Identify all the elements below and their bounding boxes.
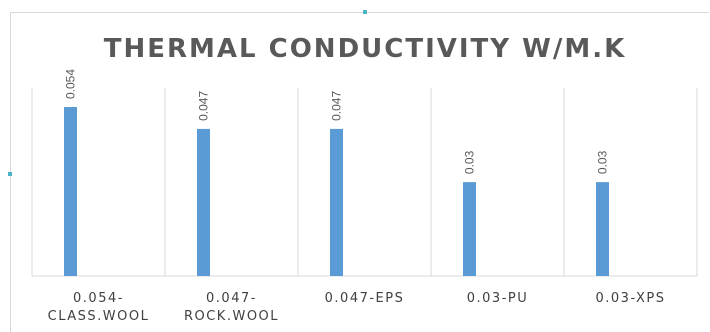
data-label: 0.03 [596,150,610,174]
data-label: 0.047 [330,91,344,121]
category-labels: 0.054- CLASS.WOOL 0.047- ROCK.WOOL 0.047-EPS… [48,291,666,324]
grid [31,88,698,277]
bar [197,128,210,276]
bar [596,182,609,276]
data-label: 0.054 [64,69,78,99]
bar [64,107,77,276]
category-label: CLASS.WOOL [48,309,150,324]
category-label: 0.03-PU [467,291,529,306]
data-label: 0.047 [197,91,211,121]
bar [463,182,476,276]
category-label: 0.03-XPS [596,291,666,306]
resize-handle-left[interactable] [8,172,12,176]
bars [64,107,609,276]
resize-handle-top[interactable] [363,10,367,14]
category-label: 0.054- [73,291,124,306]
category-label: 0.047- [206,291,257,306]
category-label: 0.047-EPS [325,291,405,306]
data-labels: 0.054 0.047 0.047 0.03 0.03 [64,69,610,174]
bar [330,128,343,276]
category-label: ROCK.WOOL [184,309,279,324]
data-label: 0.03 [463,150,477,174]
chart-title: THERMAL CONDUCTIVITY W/M.K [104,34,627,64]
